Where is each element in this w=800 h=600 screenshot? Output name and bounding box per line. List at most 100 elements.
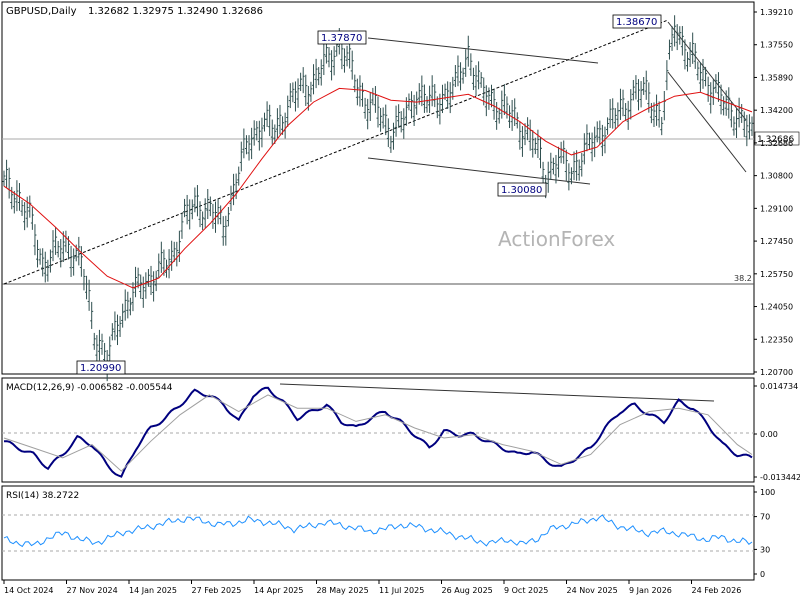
price-bar: [46, 259, 50, 282]
price-bar: [484, 85, 488, 117]
rsi-panel: [1, 485, 755, 581]
price-bar: [350, 50, 354, 80]
price-bar: [678, 26, 682, 45]
price-bar: [141, 276, 145, 308]
x-tick-label: 11 Jul 2025: [379, 586, 424, 595]
price-bar: [108, 336, 112, 364]
price-bar: [118, 316, 122, 337]
price-bar: [28, 195, 32, 218]
price-bar: [77, 236, 81, 266]
price-bar: [541, 161, 545, 184]
price-bar: [489, 84, 493, 108]
y-tick-label: 1.22350: [760, 335, 793, 344]
price-bar: [296, 78, 300, 108]
price-bar: [54, 227, 58, 255]
price-bar: [172, 241, 176, 262]
price-bar: [497, 107, 501, 124]
price-bar: [265, 101, 269, 127]
price-bar: [394, 105, 398, 137]
price-bar: [724, 90, 728, 116]
y-tick-label: 1.34200: [760, 106, 793, 115]
price-bar: [618, 88, 622, 120]
price-bar: [412, 94, 416, 126]
price-bar: [268, 104, 272, 137]
price-bar: [492, 88, 496, 120]
price-bar: [629, 89, 633, 120]
price-bar: [69, 245, 73, 277]
price-bar: [569, 167, 573, 185]
price-bar: [686, 51, 690, 72]
price-bar: [355, 78, 359, 106]
price-bar: [688, 42, 692, 68]
price-bar: [464, 49, 468, 77]
price-bar: [621, 89, 625, 117]
price-bar: [275, 108, 279, 139]
price-bar: [461, 67, 465, 84]
chart-ohlc: 1.32682 1.32975 1.32490 1.32686: [88, 6, 263, 17]
price-bar: [471, 67, 475, 91]
price-bar: [742, 111, 746, 138]
price-bar: [167, 249, 171, 279]
price-bar: [198, 201, 202, 228]
price-bar: [698, 62, 702, 92]
price-bar: [237, 166, 241, 186]
price-bar: [115, 314, 119, 346]
price-bar: [358, 75, 362, 107]
price-bar: [159, 241, 163, 273]
price-bar: [242, 128, 246, 159]
y-tick-label: 70: [760, 513, 770, 522]
price-bar: [221, 216, 225, 246]
price-bar: [410, 91, 414, 119]
price-bar: [286, 95, 290, 127]
y-tick-label: 1.25750: [760, 270, 793, 279]
price-bar: [183, 198, 187, 218]
price-bar: [299, 72, 303, 92]
price-bar: [82, 269, 86, 291]
price-bar: [634, 75, 638, 100]
macd-axis: 0.014734 0.00 -0.013442: [754, 382, 800, 482]
price-bar: [397, 104, 401, 128]
price-bar: [673, 15, 677, 47]
y-tick-label: 1.29100: [760, 204, 793, 213]
price-bar: [72, 248, 76, 276]
price-bar: [384, 104, 388, 136]
price-bar: [657, 101, 661, 128]
price-bar: [598, 120, 602, 145]
price-bar: [428, 85, 432, 114]
price-bar: [381, 107, 385, 129]
price-bar: [48, 249, 52, 273]
price-bar: [554, 154, 558, 184]
label-low-1: 1.30080: [497, 182, 547, 197]
price-bar: [551, 157, 555, 175]
price-bar: [422, 84, 426, 113]
price-bar: [446, 81, 450, 109]
price-bar: [33, 224, 37, 256]
price-bar: [309, 81, 313, 102]
label-high-2: 1.38670: [612, 14, 662, 29]
label-high-1: 1.37870: [317, 30, 367, 45]
y-tick-label: 30: [760, 545, 770, 554]
price-bar: [260, 117, 264, 148]
price-bar: [38, 248, 42, 265]
price-bar: [453, 65, 457, 88]
fib-label: 38.2: [734, 274, 752, 283]
price-bar: [376, 96, 380, 128]
price-bar: [239, 141, 243, 172]
price-bar: [526, 117, 530, 141]
price-bar: [567, 163, 571, 191]
current-price-text: 1.32686: [757, 135, 794, 145]
price-bar: [85, 275, 89, 300]
price-bar: [368, 92, 372, 121]
price-bar: [12, 190, 16, 214]
price-bar: [100, 333, 104, 355]
price-bar: [575, 150, 579, 181]
price-bar: [435, 96, 439, 119]
price-bar: [188, 199, 192, 230]
price-bar: [201, 211, 205, 230]
price-bar: [518, 121, 522, 150]
price-bar: [520, 126, 524, 157]
price-bar: [670, 26, 674, 51]
price-bar: [97, 329, 101, 361]
price-bar: [443, 83, 447, 100]
